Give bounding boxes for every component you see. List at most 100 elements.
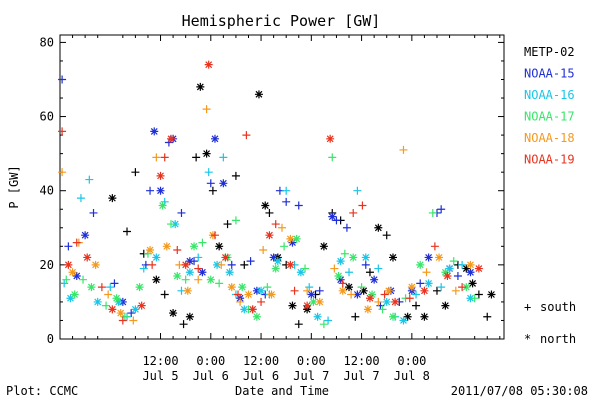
north-point bbox=[257, 286, 266, 295]
south-point bbox=[271, 220, 280, 229]
north-point bbox=[112, 294, 121, 303]
north-point bbox=[152, 275, 161, 284]
south-point bbox=[64, 242, 73, 251]
north-point bbox=[183, 286, 192, 295]
south-point bbox=[453, 271, 462, 280]
y-tick-label: 60 bbox=[40, 110, 54, 124]
north-point bbox=[370, 275, 379, 284]
south-point bbox=[412, 290, 421, 299]
north-point bbox=[441, 301, 450, 310]
legend-entry-noaa-15: NOAA-15 bbox=[524, 67, 575, 81]
south-point bbox=[202, 105, 211, 114]
north-point bbox=[150, 127, 159, 136]
south-point bbox=[58, 127, 67, 136]
south-point bbox=[382, 231, 391, 240]
north-point bbox=[296, 268, 305, 277]
south-point bbox=[148, 260, 157, 269]
north-point bbox=[326, 134, 335, 143]
north-point bbox=[213, 260, 222, 269]
north-point bbox=[185, 268, 194, 277]
north-point bbox=[118, 297, 127, 306]
south-point bbox=[347, 290, 356, 299]
north-point bbox=[137, 301, 146, 310]
south-point bbox=[412, 301, 421, 310]
south-point bbox=[217, 260, 226, 269]
north-point bbox=[66, 294, 75, 303]
south-point bbox=[198, 238, 207, 247]
south-point bbox=[219, 153, 228, 162]
x-tick-time: 0:00 bbox=[196, 354, 225, 368]
south-point bbox=[118, 316, 127, 325]
north-point bbox=[219, 179, 228, 188]
north-point bbox=[309, 297, 318, 306]
north-point bbox=[403, 312, 412, 321]
north-point bbox=[91, 260, 100, 269]
north-point bbox=[227, 283, 236, 292]
north-point bbox=[365, 294, 374, 303]
north-point bbox=[328, 212, 337, 221]
timestamp: 2011/07/08 05:30:08 bbox=[451, 384, 588, 398]
south-point bbox=[282, 186, 291, 195]
south-point bbox=[351, 312, 360, 321]
south-point bbox=[357, 283, 366, 292]
south-point bbox=[278, 223, 286, 232]
south-point bbox=[432, 286, 441, 295]
north-point bbox=[131, 305, 140, 314]
south-point bbox=[437, 283, 446, 292]
south-point bbox=[303, 286, 312, 295]
south-point bbox=[131, 168, 140, 177]
south-point bbox=[259, 246, 268, 255]
north-point bbox=[313, 312, 322, 321]
north-point bbox=[441, 268, 450, 277]
north-point bbox=[265, 231, 274, 240]
north-point bbox=[221, 253, 230, 262]
north-point bbox=[336, 275, 345, 284]
north-point bbox=[210, 134, 219, 143]
north-point bbox=[443, 271, 452, 280]
north-point bbox=[146, 246, 155, 255]
south-point bbox=[102, 301, 111, 310]
south-point bbox=[282, 197, 291, 206]
north-point bbox=[424, 279, 433, 288]
south-point bbox=[204, 168, 213, 177]
south-point bbox=[231, 216, 240, 225]
south-point bbox=[451, 286, 460, 295]
south-point bbox=[328, 153, 337, 162]
north-point bbox=[273, 257, 282, 266]
south-point bbox=[194, 253, 203, 262]
north-point bbox=[462, 283, 471, 292]
north-point bbox=[135, 283, 144, 292]
x-tick-date: Jul 6 bbox=[243, 369, 279, 383]
north-point bbox=[202, 149, 211, 158]
south-point bbox=[246, 257, 255, 266]
north-point bbox=[171, 220, 180, 229]
south-point bbox=[210, 231, 219, 240]
north-point bbox=[64, 260, 73, 269]
data-points bbox=[58, 60, 496, 329]
legend-entry-metp-02: METP-02 bbox=[524, 45, 575, 59]
south-point bbox=[358, 201, 367, 210]
north-point bbox=[334, 271, 343, 280]
south-point bbox=[374, 297, 383, 306]
north-point bbox=[462, 264, 471, 273]
south-point bbox=[206, 179, 215, 188]
north-point bbox=[288, 238, 297, 247]
south-point bbox=[146, 186, 155, 195]
north-point bbox=[271, 264, 280, 273]
south-point bbox=[110, 279, 119, 288]
legend-entry-noaa-19: NOAA-19 bbox=[524, 153, 575, 167]
north-point bbox=[81, 231, 90, 240]
south-point bbox=[104, 290, 113, 299]
south-point bbox=[301, 264, 310, 273]
south-point bbox=[345, 268, 354, 277]
north-point bbox=[156, 186, 165, 195]
south-point bbox=[60, 279, 69, 288]
south-point bbox=[177, 208, 186, 217]
south-point bbox=[58, 75, 67, 84]
south-point bbox=[265, 208, 274, 217]
north-point bbox=[363, 305, 372, 314]
north-point bbox=[420, 312, 429, 321]
north-point bbox=[108, 305, 117, 314]
south-point bbox=[97, 283, 106, 292]
north-point bbox=[389, 253, 397, 262]
